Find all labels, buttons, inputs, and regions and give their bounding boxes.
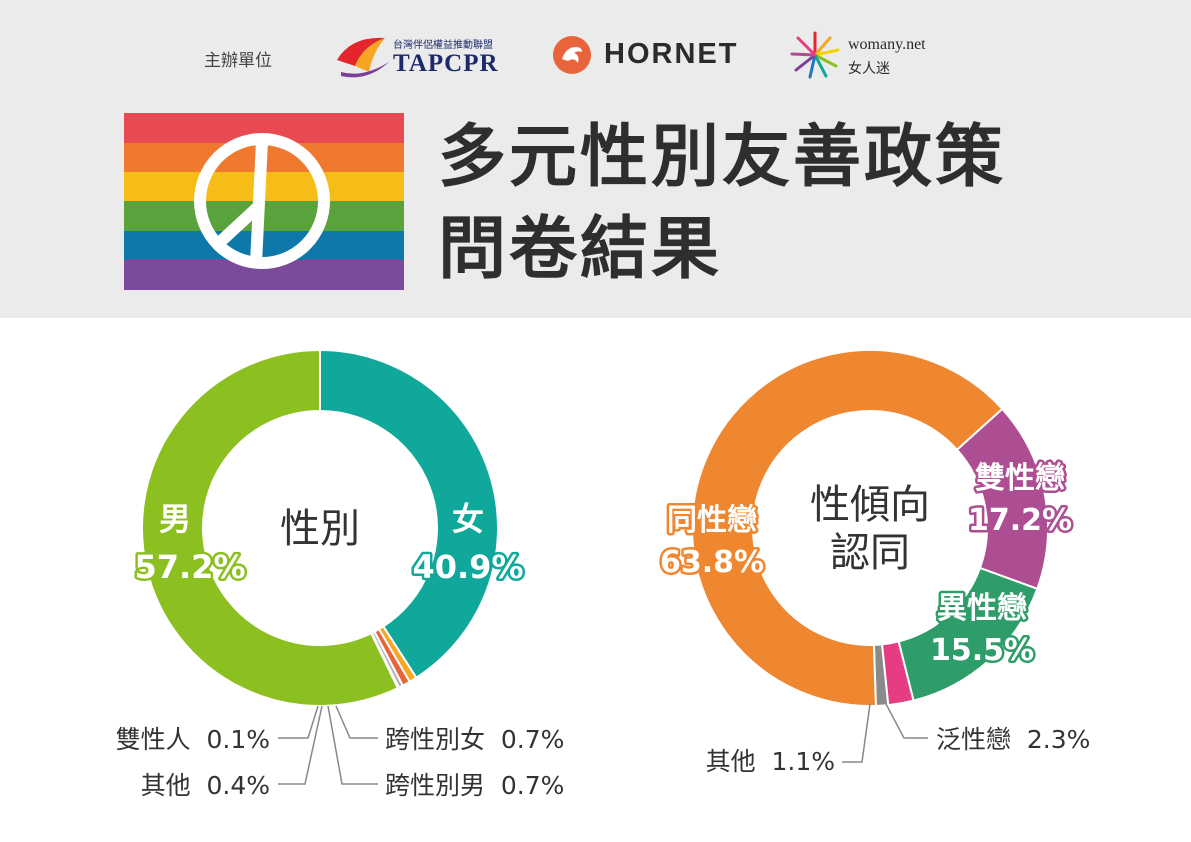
- value-e99b99e680a7e68880-outline: 17.2%: [968, 503, 1072, 538]
- page-title-line-2: 問卷結果: [438, 210, 723, 289]
- tapcpr-name-zh: 台灣伴侶權益推動聯盟: [393, 40, 493, 51]
- organizers-label: 主辦單位: [204, 51, 272, 71]
- label-e5908ce680a7e68880-outline: 同性戀: [667, 503, 757, 538]
- label-e5908ce680a7e68880-text: 同性戀: [667, 503, 757, 538]
- value-e5a5b3: 40.9%40.9%: [410, 546, 526, 589]
- slice-e5908ce680a7e68880: [691, 349, 1004, 707]
- page-title-line-1: 多元性別友善政策: [438, 118, 1007, 197]
- label-e794b7-outline: 男: [159, 500, 191, 538]
- label-e5a5b3-outline: 女: [452, 500, 484, 538]
- gender-donut-chart: 性別 女女 40.9%40.9% 男男 57.2%57.2% 跨性別女 0.7% 跨性別男 …: [116, 348, 564, 800]
- value-e5908ce680a7e68880-outline: 63.8%: [660, 545, 764, 580]
- chart-center-title: 認同: [830, 530, 910, 576]
- label-e794b7: 男男: [156, 498, 193, 541]
- value-e5a5b3-text: 40.9%: [412, 548, 523, 586]
- label-e795b0e680a7e68880-text: 異性戀: [937, 591, 1027, 626]
- small-label-e8b7a8e680a7e588a5e5a5b3: 跨性別女 0.7%: [385, 725, 564, 754]
- value-e794b7-outline: 57.2%: [134, 548, 245, 586]
- value-e795b0e680a7e68880-outline: 15.5%: [930, 633, 1034, 668]
- leader-line-e585b6e4bb96: [842, 703, 871, 763]
- small-label-e585b6e4bb96: 其他 1.1%: [706, 747, 835, 776]
- rainbow-peace-flag-icon: [124, 113, 404, 290]
- chart-center-title: 性別: [280, 506, 360, 552]
- value-e794b7: 57.2%57.2%: [132, 546, 248, 589]
- womany-wordmark: womany.net: [848, 36, 926, 53]
- label-e99b99e680a7e68880-outline: 雙性戀: [975, 461, 1065, 496]
- value-e5a5b3-outline: 40.9%: [412, 548, 523, 586]
- label-e795b0e680a7e68880-outline: 異性戀: [937, 591, 1027, 626]
- label-e794b7-text: 男: [159, 500, 191, 538]
- value-e795b0e680a7e68880-text: 15.5%: [930, 633, 1034, 668]
- value-e5908ce680a7e68880: 63.8%63.8%: [657, 543, 766, 583]
- value-e5908ce680a7e68880-text: 63.8%: [660, 545, 764, 580]
- small-label-e99b99e680a7e4baba: 雙性人 0.1%: [116, 725, 270, 754]
- leader-line-e99b99e680a7e4baba: [278, 705, 319, 739]
- hornet-logo-icon: [553, 36, 591, 74]
- label-e99b99e680a7e68880-text: 雙性戀: [975, 461, 1065, 496]
- label-e5a5b3-text: 女: [452, 500, 484, 538]
- value-e99b99e680a7e68880-text: 17.2%: [968, 503, 1072, 538]
- value-e795b0e680a7e68880: 15.5%15.5%: [927, 631, 1036, 671]
- leader-line-e8b7a8e680a7e588a5e794b7: [327, 705, 378, 785]
- chart-center-title: 性傾向: [810, 482, 930, 528]
- womany-wordmark-zh: 女人迷: [848, 61, 890, 77]
- small-label-e6b39be680a7e68880: 泛性戀 2.3%: [936, 725, 1090, 754]
- slice-e794b7: [141, 348, 400, 707]
- value-e99b99e680a7e68880: 17.2%17.2%: [965, 501, 1074, 541]
- tapcpr-name-en: TAPCPR: [393, 50, 499, 77]
- tapcpr-logo-icon: [337, 37, 389, 78]
- leader-line-e585b6e4bb96: [278, 705, 323, 785]
- small-label-e8b7a8e680a7e588a5e794b7: 跨性別男 0.7%: [385, 771, 564, 800]
- hornet-wordmark: HORNET: [604, 38, 739, 70]
- leader-line-e6b39be680a7e68880: [885, 703, 928, 739]
- slice-e5a5b3: [319, 348, 499, 680]
- small-label-e585b6e4bb96: 其他 0.4%: [141, 771, 270, 800]
- leader-line-e8b7a8e680a7e588a5e5a5b3: [335, 705, 378, 739]
- label-e5a5b3: 女女: [449, 498, 486, 541]
- womany-logo-icon: [790, 31, 840, 79]
- value-e794b7-text: 57.2%: [134, 548, 245, 586]
